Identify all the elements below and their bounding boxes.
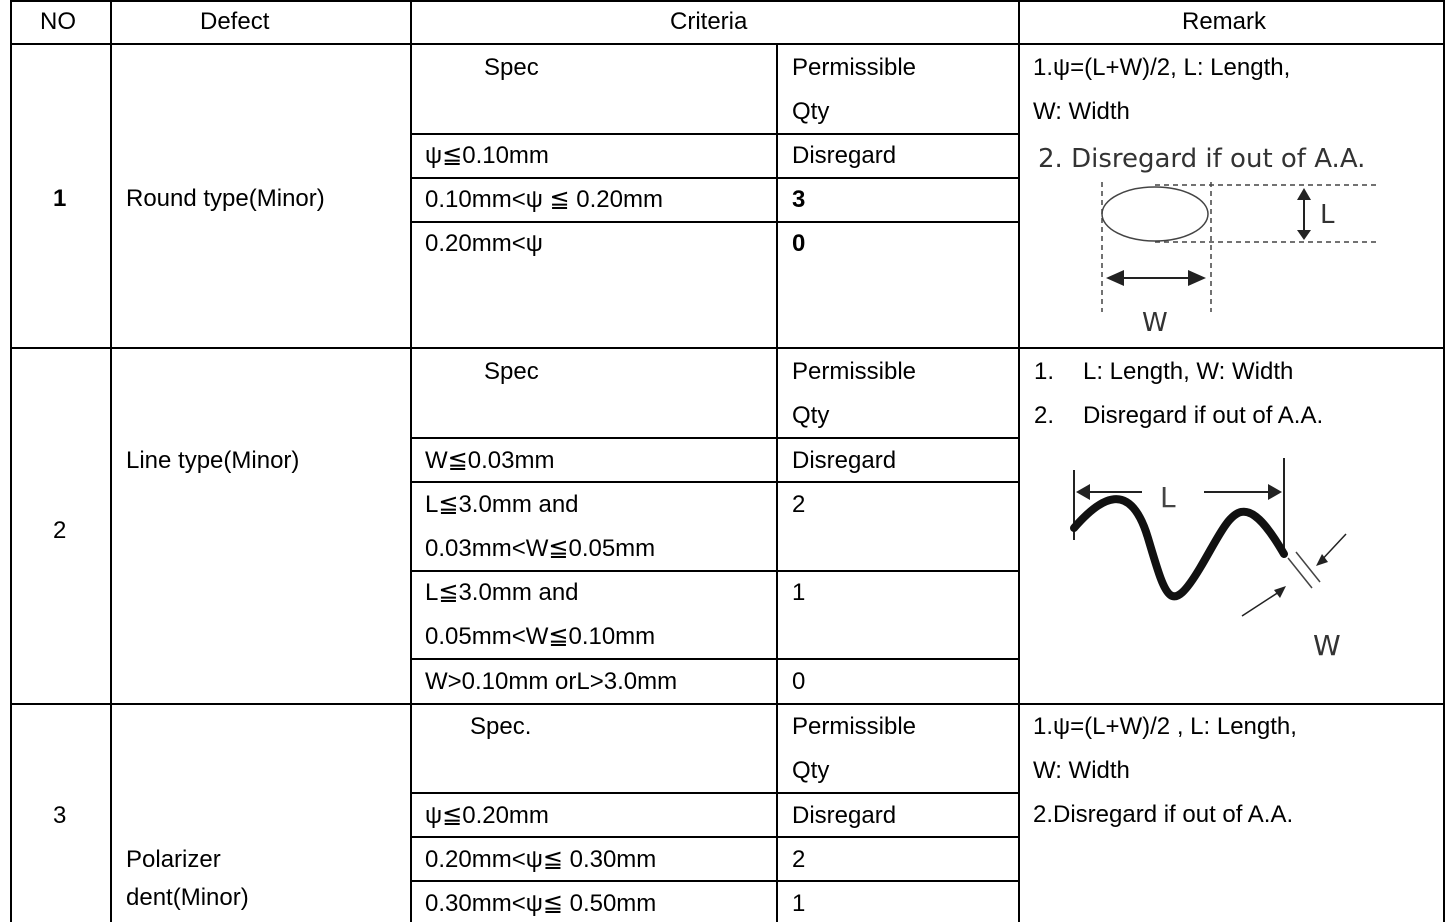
grid-line <box>410 133 1020 135</box>
grid-line <box>110 0 112 922</box>
label-w: W <box>1313 629 1341 662</box>
header-defect: Defect <box>200 8 270 35</box>
header-criteria: Criteria <box>670 8 748 35</box>
line-defect-diagram: L W <box>1060 448 1380 678</box>
grid-line <box>410 880 1020 882</box>
grid-line <box>410 792 1020 794</box>
row-number: 3 <box>53 802 67 829</box>
qty-value: 2 <box>792 846 806 873</box>
grid-line <box>10 703 1445 705</box>
row-number: 1 <box>53 185 67 212</box>
remark-text: 1.ψ=(L+W)/2 , L: Length, <box>1033 713 1297 740</box>
spec-value: ψ≦0.10mm <box>425 142 549 169</box>
qty-value: 2 <box>792 491 806 518</box>
spec-value: 0.05mm<W≦0.10mm <box>425 623 656 650</box>
qty-header: Qty <box>792 98 830 125</box>
remark-index: 1. <box>1034 358 1055 385</box>
qty-value: 1 <box>792 579 806 606</box>
spec-value: 0.30mm<ψ≦ 0.50mm <box>425 890 657 917</box>
qty-value: 3 <box>792 186 806 213</box>
grid-line <box>410 437 1020 439</box>
remark-text: W: Width <box>1033 98 1130 125</box>
spec-value: 0.20mm<ψ≦ 0.30mm <box>425 846 657 873</box>
qty-value: 0 <box>792 668 806 695</box>
row-number: 2 <box>53 517 67 544</box>
remark-index: 2. <box>1034 402 1055 429</box>
spec-value: 0.20mm<ψ <box>425 230 543 257</box>
defect-name: dent(Minor) <box>126 884 249 911</box>
grid-line <box>410 177 1020 179</box>
qty-header: Permissible <box>792 358 917 385</box>
qty-header: Qty <box>792 757 830 784</box>
header-remark: Remark <box>1182 8 1267 35</box>
defect-name: Line type(Minor) <box>126 447 300 474</box>
grid-line <box>410 658 1020 660</box>
round-defect-diagram: 2. Disregard if out of A.A. L W <box>1030 140 1430 340</box>
qty-value: Disregard <box>792 142 897 169</box>
qty-value: Disregard <box>792 802 897 829</box>
spec-header: Spec <box>484 358 539 385</box>
grid-line <box>776 44 778 922</box>
spec-value: 0.03mm<W≦0.05mm <box>425 535 656 562</box>
label-l: L <box>1320 200 1335 230</box>
spec-value: ψ≦0.20mm <box>425 802 549 829</box>
grid-line <box>410 570 1020 572</box>
ellipse-figure <box>1101 182 1380 312</box>
figure-caption: 2. Disregard if out of A.A. <box>1038 144 1366 174</box>
spec-value: L≦3.0mm and <box>425 579 579 606</box>
spec-header: Spec. <box>470 713 532 740</box>
spec-value: W>0.10mm orL>3.0mm <box>425 668 678 695</box>
qty-header: Qty <box>792 402 830 429</box>
spec-value: 0.10mm<ψ ≦ 0.20mm <box>425 186 663 213</box>
grid-line <box>410 221 1020 223</box>
grid-line <box>10 0 1445 2</box>
grid-line <box>1018 0 1020 922</box>
label-w: W <box>1142 308 1168 338</box>
remark-text: 2.Disregard if out of A.A. <box>1033 801 1294 828</box>
grid-line <box>10 0 12 922</box>
spec-value: L≦3.0mm and <box>425 491 579 518</box>
defect-name: Round type(Minor) <box>126 185 325 212</box>
remark-text: W: Width <box>1033 757 1130 784</box>
remark-text: Disregard if out of A.A. <box>1083 402 1324 429</box>
qty-header: Permissible <box>792 54 917 81</box>
qty-value: Disregard <box>792 447 897 474</box>
defect-name: Polarizer <box>126 846 221 873</box>
grid-line <box>1443 0 1445 922</box>
qty-value: 1 <box>792 890 806 917</box>
qty-header: Permissible <box>792 713 917 740</box>
grid-line <box>410 481 1020 483</box>
grid-line <box>410 836 1020 838</box>
spec-value: W≦0.03mm <box>425 447 555 474</box>
grid-line <box>10 347 1445 349</box>
label-l: L <box>1160 481 1176 514</box>
grid-line <box>410 0 412 922</box>
header-no: NO <box>40 8 76 35</box>
qty-value: 0 <box>792 230 806 257</box>
spec-header: Spec <box>484 54 539 81</box>
remark-text: L: Length, W: Width <box>1083 358 1294 385</box>
remark-text: 1.ψ=(L+W)/2, L: Length, <box>1033 54 1291 81</box>
grid-line <box>10 43 1445 45</box>
wave-figure <box>1070 458 1347 617</box>
